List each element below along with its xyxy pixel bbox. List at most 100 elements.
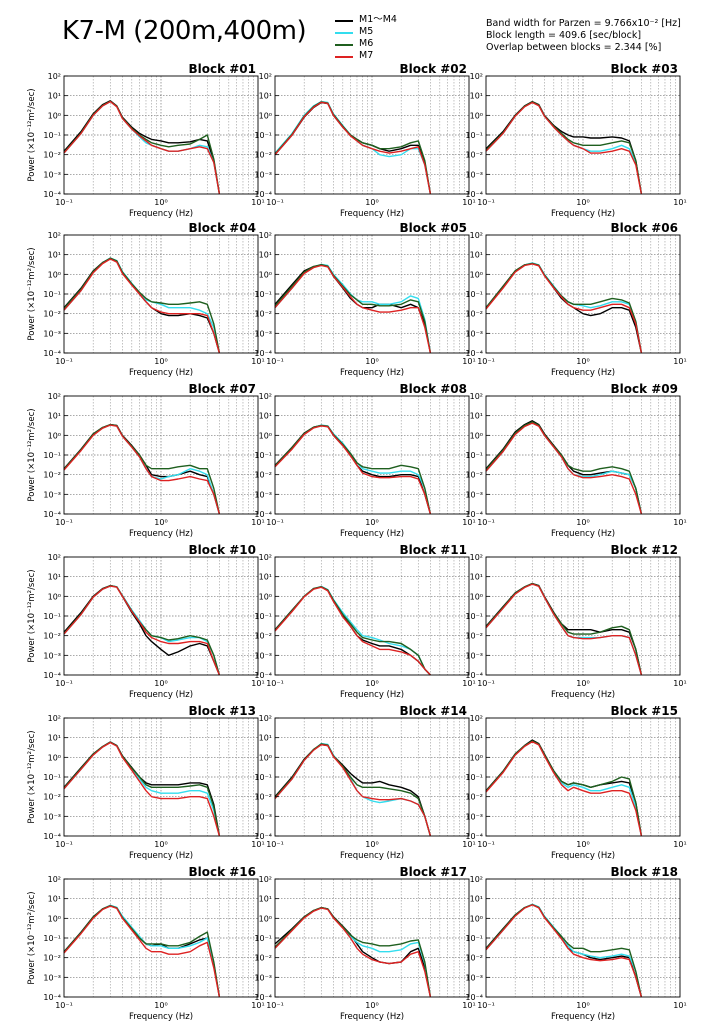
y-axis-label: Power (×10⁻¹²m²/sec) bbox=[27, 569, 37, 662]
x-axis-label: Frequency (Hz) bbox=[340, 1012, 404, 1022]
series-line bbox=[485, 421, 643, 515]
chart-panel: 10⁻⁴ 10⁻³ 10⁻² 10⁻¹ 10⁰ 10¹ 10² 10⁻¹ 10⁰ 10¹ Block… bbox=[465, 382, 686, 539]
series-line bbox=[485, 101, 643, 195]
y-tick-label: 10⁰ bbox=[470, 111, 483, 120]
y-tick-label: 10² bbox=[48, 72, 61, 81]
y-tick-label: 10⁻³ bbox=[465, 973, 483, 982]
series-line bbox=[485, 263, 643, 354]
x-axis-label: Frequency (Hz) bbox=[551, 529, 615, 539]
x-axis-label: Frequency (Hz) bbox=[129, 529, 193, 539]
series-line bbox=[63, 905, 221, 998]
y-tick-label: 10² bbox=[48, 553, 61, 562]
y-tick-label: 10⁻³ bbox=[43, 170, 61, 179]
y-tick-label: 10⁰ bbox=[259, 753, 272, 762]
y-tick-label: 10⁻² bbox=[43, 793, 61, 802]
series-line bbox=[485, 741, 643, 837]
x-tick-label: 10¹ bbox=[673, 1001, 686, 1010]
chart-title: Block #15 bbox=[610, 704, 678, 718]
y-tick-label: 10² bbox=[470, 231, 483, 240]
chart-panel: 10⁻⁴ 10⁻³ 10⁻² 10⁻¹ 10⁰ 10¹ 10² 10⁻¹ 10⁰ 10¹ Block… bbox=[465, 865, 686, 1022]
y-tick-label: 10⁻² bbox=[465, 151, 483, 160]
series-line bbox=[63, 741, 221, 837]
chart-title: Block #08 bbox=[399, 382, 467, 396]
y-tick-label: 10¹ bbox=[470, 251, 483, 260]
legend-item: M1～M4 bbox=[335, 14, 425, 26]
x-tick-label: 10¹ bbox=[462, 840, 475, 849]
y-tick-label: 10⁻² bbox=[465, 310, 483, 319]
y-tick-label: 10⁻² bbox=[254, 471, 272, 480]
param-overlap: Overlap between blocks = 2.344 [%] bbox=[486, 42, 662, 53]
y-tick-label: 10⁻² bbox=[465, 954, 483, 963]
x-axis-label: Frequency (Hz) bbox=[129, 209, 193, 219]
y-tick-label: 10⁻⁴ bbox=[465, 671, 483, 680]
y-tick-label: 10⁻³ bbox=[254, 812, 272, 821]
series-line bbox=[485, 101, 643, 195]
series-line bbox=[274, 424, 432, 515]
y-tick-label: 10⁻¹ bbox=[465, 290, 483, 299]
x-tick-label: 10¹ bbox=[251, 679, 264, 688]
y-tick-label: 10⁻⁴ bbox=[465, 993, 483, 1002]
series-line bbox=[63, 423, 221, 515]
y-tick-label: 10⁻¹ bbox=[43, 612, 61, 621]
x-tick-label: 10¹ bbox=[462, 357, 475, 366]
x-tick-label: 10⁰ bbox=[576, 1001, 589, 1010]
series-line bbox=[274, 101, 432, 195]
y-tick-label: 10² bbox=[48, 231, 61, 240]
y-axis-label: Power (×10⁻¹²m²/sec) bbox=[27, 891, 37, 984]
chart-panel: 10⁻⁴ 10⁻³ 10⁻² 10⁻¹ 10⁰ 10¹ 10² 10⁻¹ 10⁰ 10¹ Block… bbox=[465, 704, 686, 861]
y-tick-label: 10⁰ bbox=[259, 270, 272, 279]
series-line bbox=[63, 424, 221, 515]
x-tick-label: 10⁻¹ bbox=[477, 357, 495, 366]
y-tick-label: 10⁻² bbox=[43, 151, 61, 160]
param-block-length: Block length = 409.6 [sec/block] bbox=[486, 30, 642, 41]
series-line bbox=[63, 257, 221, 354]
y-tick-label: 10¹ bbox=[259, 251, 272, 260]
legend-item: M5 bbox=[335, 26, 425, 38]
series-line bbox=[63, 904, 221, 998]
x-tick-label: 10⁻¹ bbox=[55, 840, 73, 849]
y-tick-label: 10⁻³ bbox=[254, 973, 272, 982]
y-tick-label: 10⁻³ bbox=[465, 490, 483, 499]
y-tick-label: 10¹ bbox=[259, 573, 272, 582]
y-tick-label: 10¹ bbox=[470, 412, 483, 421]
page-title: K7-M (200m,400m) bbox=[62, 16, 307, 46]
y-tick-label: 10⁻³ bbox=[254, 490, 272, 499]
x-tick-label: 10⁻¹ bbox=[266, 357, 284, 366]
y-tick-label: 10⁻¹ bbox=[43, 773, 61, 782]
chart-panel: 10⁻⁴ 10⁻³ 10⁻² 10⁻¹ 10⁰ 10¹ 10² 10⁻¹ 10⁰ 10¹ Block… bbox=[27, 704, 265, 861]
x-tick-label: 10⁰ bbox=[154, 198, 167, 207]
x-axis-label: Frequency (Hz) bbox=[551, 690, 615, 700]
x-axis-label: Frequency (Hz) bbox=[129, 851, 193, 861]
x-tick-label: 10¹ bbox=[251, 198, 264, 207]
x-tick-label: 10¹ bbox=[673, 840, 686, 849]
y-tick-label: 10⁻⁴ bbox=[254, 993, 272, 1002]
y-tick-label: 10⁰ bbox=[259, 592, 272, 601]
x-tick-label: 10¹ bbox=[673, 518, 686, 527]
x-tick-label: 10¹ bbox=[673, 198, 686, 207]
y-tick-label: 10² bbox=[48, 714, 61, 723]
y-tick-label: 10⁻⁴ bbox=[254, 190, 272, 199]
x-tick-label: 10⁰ bbox=[154, 1001, 167, 1010]
y-tick-label: 10² bbox=[470, 875, 483, 884]
y-axis-label: Power (×10⁻¹²m²/sec) bbox=[27, 408, 37, 501]
y-tick-label: 10⁻² bbox=[43, 954, 61, 963]
y-tick-label: 10⁻¹ bbox=[465, 773, 483, 782]
y-tick-label: 10¹ bbox=[48, 92, 61, 101]
series-line bbox=[274, 906, 432, 998]
x-tick-label: 10¹ bbox=[251, 840, 264, 849]
x-tick-label: 10⁻¹ bbox=[55, 518, 73, 527]
series-line bbox=[485, 583, 643, 676]
x-tick-label: 10⁰ bbox=[576, 679, 589, 688]
x-axis-label: Frequency (Hz) bbox=[129, 1012, 193, 1022]
y-tick-label: 10¹ bbox=[470, 895, 483, 904]
y-tick-label: 10⁻³ bbox=[43, 812, 61, 821]
chart-panel: 10⁻⁴ 10⁻³ 10⁻² 10⁻¹ 10⁰ 10¹ 10² 10⁻¹ 10⁰ 10¹ Block… bbox=[27, 543, 265, 700]
y-tick-label: 10¹ bbox=[48, 573, 61, 582]
y-tick-label: 10⁻³ bbox=[254, 329, 272, 338]
x-tick-label: 10⁻¹ bbox=[477, 1001, 495, 1010]
y-tick-label: 10⁻² bbox=[254, 954, 272, 963]
series-line bbox=[274, 424, 432, 515]
x-tick-label: 10⁻¹ bbox=[55, 357, 73, 366]
y-tick-label: 10⁻² bbox=[465, 632, 483, 641]
series-line bbox=[485, 101, 643, 195]
